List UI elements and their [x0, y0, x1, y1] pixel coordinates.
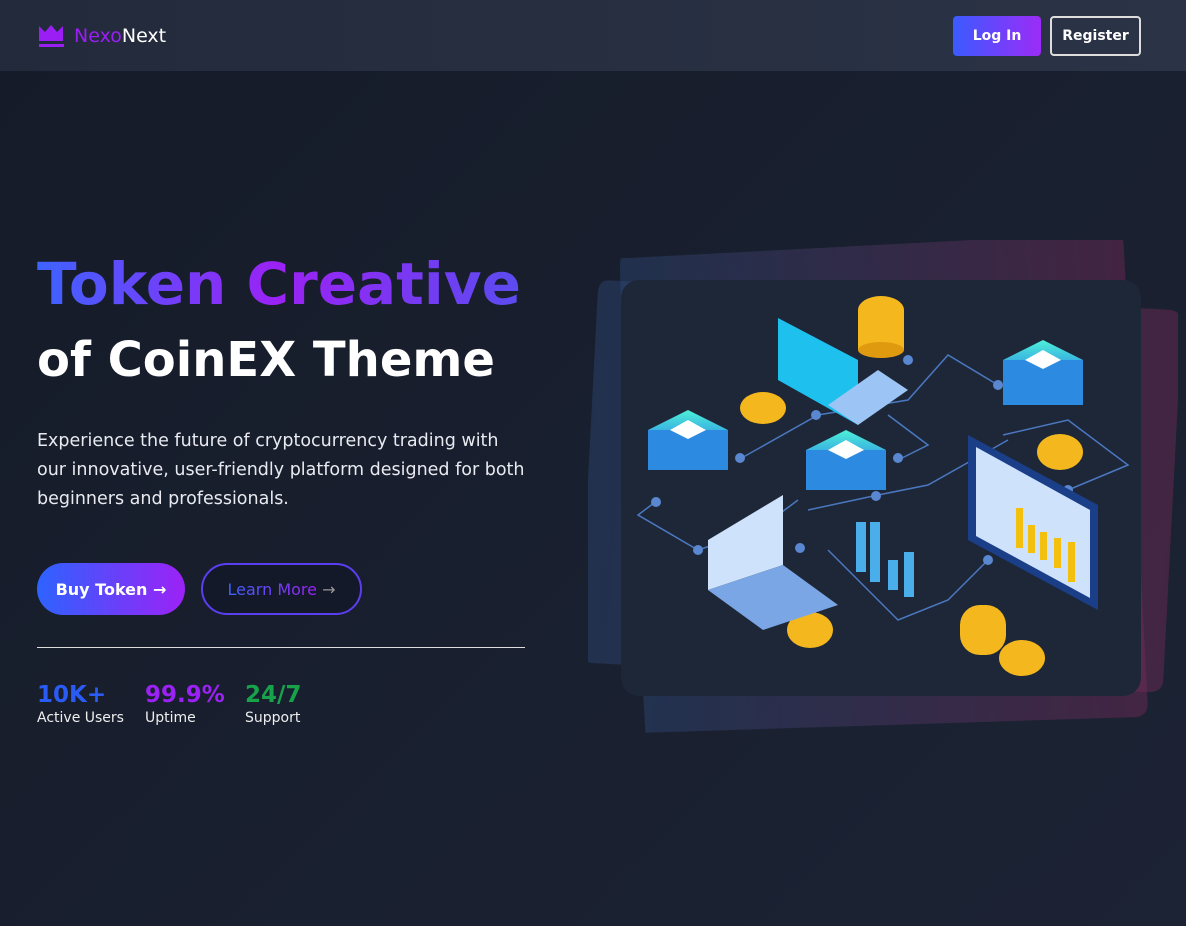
buy-label: Buy Token — [55, 579, 148, 599]
stat-label: Uptime — [145, 710, 196, 726]
stat-support: 24/7 Support — [245, 682, 301, 726]
coin-icon — [1037, 434, 1083, 470]
stat-label: Active Users — [37, 710, 124, 726]
arrow-right-icon: → — [153, 579, 167, 599]
stat-value: 10K+ — [37, 682, 107, 708]
hero-description: Experience the future of cryptocurrency … — [37, 431, 525, 509]
crypto-illustration — [588, 240, 1178, 733]
learn-more-button[interactable]: Learn More → — [201, 563, 362, 615]
login-button[interactable]: Log In — [953, 15, 1041, 56]
stat-value: 24/7 — [245, 682, 302, 708]
server-icon — [1003, 340, 1083, 405]
laptop-icon — [708, 495, 838, 630]
logo[interactable]: NexoNext — [38, 24, 166, 48]
brand-part1: Nexo — [74, 24, 122, 47]
stat-label: Support — [245, 710, 301, 726]
crown-icon — [39, 24, 64, 47]
server-icon — [806, 430, 886, 490]
buy-token-button[interactable]: Buy Token → — [37, 563, 185, 615]
navbar: NexoNext Log In Register — [0, 0, 1186, 71]
coin-icon — [740, 392, 786, 424]
divider — [37, 647, 525, 648]
stat-uptime: 99.9% Uptime — [145, 682, 225, 726]
register-button[interactable]: Register — [1050, 15, 1141, 56]
monitor-icon — [968, 435, 1098, 610]
learn-label: Learn More — [227, 579, 317, 599]
coin-icon — [960, 605, 1006, 655]
hero-subtitle: of CoinEX Theme — [37, 332, 495, 388]
laptop-icon — [778, 318, 908, 425]
stat-active-users: 10K+ Active Users — [37, 682, 124, 726]
hero-title: Token Creative — [37, 250, 521, 318]
brand-part2: Next — [121, 24, 167, 47]
server-icon — [648, 410, 728, 470]
bar-chart-icon — [856, 522, 914, 597]
coin-icon — [858, 296, 904, 358]
arrow-right-icon: → — [322, 579, 336, 599]
coin-icon — [999, 640, 1045, 676]
stat-value: 99.9% — [145, 682, 225, 708]
coin-icon — [787, 612, 833, 648]
